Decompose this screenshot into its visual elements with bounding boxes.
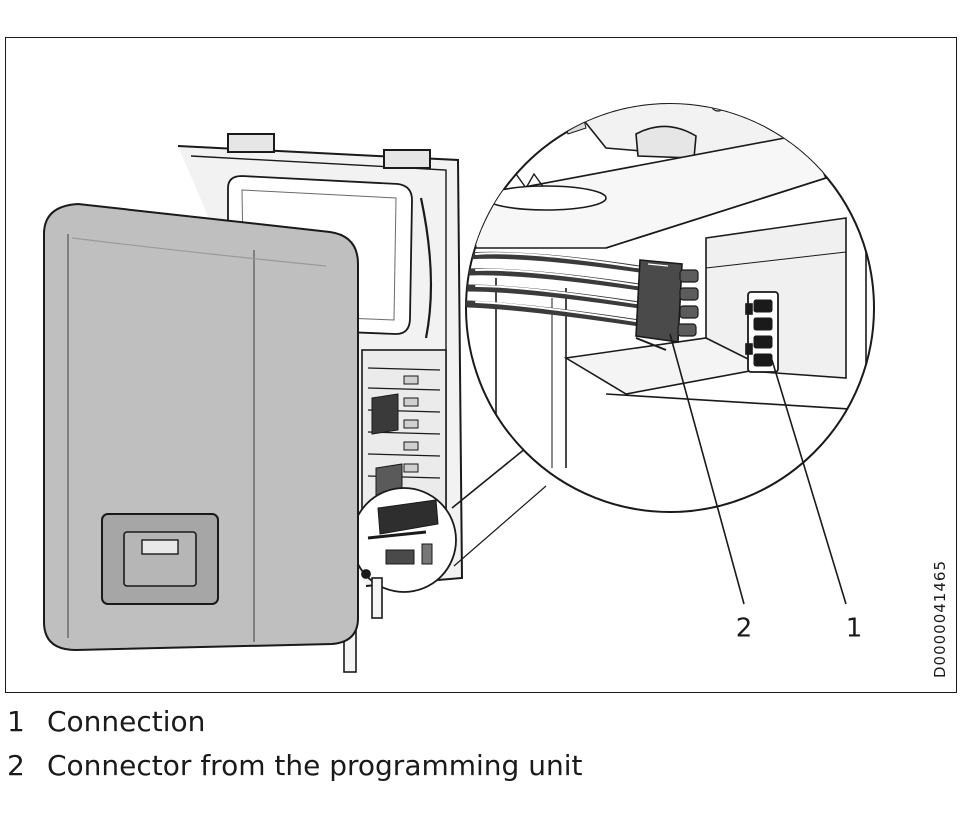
legend-label: Connection <box>47 705 206 738</box>
legend-number: 1 <box>7 705 25 738</box>
figure-legend: 1 Connection 2 Connector from the progra… <box>7 700 957 788</box>
technical-illustration: 2 1 D0000041465 <box>5 37 957 693</box>
magnified-view <box>465 103 875 513</box>
detail-circle <box>351 487 457 593</box>
connector-plug <box>635 259 699 351</box>
legend-label: Connector from the programming unit <box>47 749 583 782</box>
legend-number: 2 <box>7 749 25 782</box>
leader-line-2 <box>669 333 745 605</box>
connection-socket <box>745 291 779 373</box>
zoom-connector-line <box>451 447 527 509</box>
legend-item: 2 Connector from the programming unit <box>7 744 957 788</box>
illustration-drawing: 2 1 D0000041465 <box>43 103 949 678</box>
callout-number-1: 1 <box>846 613 863 643</box>
legend-item: 1 Connection <box>7 700 957 744</box>
zoom-connector-line-lower <box>453 485 547 567</box>
callout-number-2: 2 <box>736 613 753 643</box>
document-id: D0000041465 <box>931 560 949 678</box>
leader-line-1 <box>771 359 847 605</box>
programming-unit <box>101 513 219 605</box>
front-panel <box>43 202 359 652</box>
